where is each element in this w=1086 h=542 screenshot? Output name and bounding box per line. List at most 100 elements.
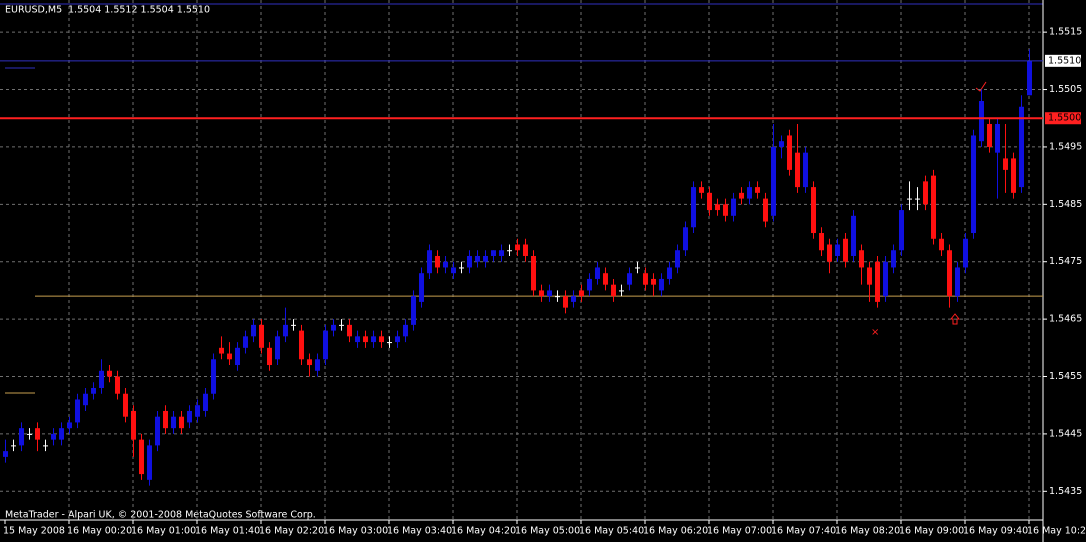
candle-body xyxy=(787,135,792,170)
y-tick-label: 1.5515 xyxy=(1049,27,1082,38)
candle-body xyxy=(235,347,240,366)
y-tick-label: 1.5435 xyxy=(1049,486,1082,497)
candle-body xyxy=(755,187,760,193)
price-tag xyxy=(1045,54,1081,67)
candle-body xyxy=(75,399,80,423)
candle-body xyxy=(395,336,400,343)
candle-body xyxy=(763,198,768,222)
candle-body xyxy=(923,181,928,205)
candle-body xyxy=(427,250,432,274)
candle-body xyxy=(523,244,528,256)
candle-body xyxy=(699,187,704,193)
candle-body xyxy=(739,192,744,199)
candle-body xyxy=(35,428,40,440)
candle-body xyxy=(603,273,608,285)
candle-body xyxy=(859,250,864,268)
x-tick-label: 16 May 02:20 xyxy=(259,526,324,537)
x-tick-label: 16 May 09:00 xyxy=(899,526,964,537)
price-tag-label: 1.5500 xyxy=(1048,113,1081,124)
candle-body xyxy=(795,152,800,188)
candle-body xyxy=(1011,158,1016,193)
candle-body xyxy=(803,152,808,188)
candle-body xyxy=(619,290,624,292)
candle-body xyxy=(371,336,376,343)
candle-body xyxy=(651,278,656,285)
candle-body xyxy=(283,324,288,337)
y-tick-label: 1.5445 xyxy=(1049,428,1082,439)
candle-body xyxy=(939,238,944,251)
x-tick-label: 15 May 2008 xyxy=(3,526,65,537)
candle-body xyxy=(827,244,832,262)
candle-body xyxy=(931,175,936,239)
candle-body xyxy=(179,416,184,429)
candle-body xyxy=(987,123,992,147)
candle-body xyxy=(875,261,880,302)
candle-body xyxy=(115,376,120,394)
candle-body xyxy=(955,267,960,297)
candle-body xyxy=(387,342,392,344)
candle-body xyxy=(643,273,648,285)
candle-body xyxy=(219,347,224,354)
candle-body xyxy=(27,433,32,435)
x-tick-label: 16 May 05:40 xyxy=(579,526,644,537)
candle-body xyxy=(347,324,352,337)
candle-body xyxy=(275,336,280,360)
candle-body xyxy=(51,433,56,440)
candle-body xyxy=(843,238,848,262)
price-tag-label: 1.5510 xyxy=(1048,55,1081,66)
candle-body xyxy=(315,359,320,371)
candle-body xyxy=(915,198,920,200)
candle-body xyxy=(891,250,896,268)
candle-body xyxy=(107,370,112,377)
candle-body xyxy=(1027,60,1032,96)
x-tick-label: 16 May 08:20 xyxy=(835,526,900,537)
y-tick-label: 1.5505 xyxy=(1049,84,1082,95)
candle-body xyxy=(715,204,720,211)
chart-title: EURUSD,M5 xyxy=(5,5,62,16)
candle-body xyxy=(539,290,544,297)
candle-body xyxy=(211,359,216,394)
candle-body xyxy=(307,359,312,366)
candle-body xyxy=(907,198,912,200)
y-tick-label: 1.5455 xyxy=(1049,371,1082,382)
candle-body xyxy=(19,428,24,446)
x-tick-label: 16 May 07:40 xyxy=(771,526,836,537)
y-tick-label: 1.5495 xyxy=(1049,141,1082,152)
candle-body xyxy=(819,233,824,251)
annotation-arrow xyxy=(949,313,961,325)
candle-body xyxy=(747,187,752,199)
candle-body xyxy=(131,410,136,440)
candle-body xyxy=(195,405,200,417)
candle-body xyxy=(691,187,696,228)
candle-body xyxy=(299,330,304,360)
candle-body xyxy=(419,273,424,302)
x-tick-label: 16 May 03:00 xyxy=(323,526,388,537)
candle-body xyxy=(227,353,232,360)
candle-body xyxy=(59,428,64,440)
candle-body xyxy=(379,336,384,343)
candle-body xyxy=(971,135,976,234)
candle-body xyxy=(963,238,968,268)
candle-body xyxy=(899,210,904,251)
candle-body xyxy=(99,370,104,388)
candle-body xyxy=(675,250,680,268)
candle-body xyxy=(251,324,256,337)
candle-body xyxy=(451,267,456,274)
candle-body xyxy=(731,198,736,216)
candle-body xyxy=(579,290,584,297)
candle-body xyxy=(835,244,840,256)
candle-body xyxy=(11,445,16,447)
candle-body xyxy=(635,267,640,269)
candle-body xyxy=(435,255,440,268)
price-tag xyxy=(1045,112,1081,125)
candle-body xyxy=(459,267,464,269)
x-tick-label: 16 May 01:00 xyxy=(131,526,196,537)
candle-body xyxy=(723,204,728,216)
candle-body xyxy=(867,267,872,285)
candle-body xyxy=(883,261,888,297)
candle-body xyxy=(3,451,8,457)
candle-body xyxy=(571,296,576,302)
candle-body xyxy=(443,261,448,268)
